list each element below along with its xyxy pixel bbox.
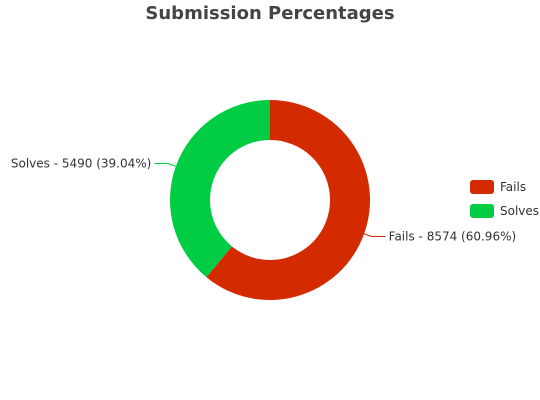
legend-label-fails: Fails — [500, 180, 526, 194]
legend-swatch-fails — [470, 180, 494, 194]
slice-label-solves: Solves - 5490 (39.04%) — [11, 157, 151, 171]
slice-solves[interactable] — [170, 100, 270, 278]
legend-swatch-solves — [470, 204, 494, 218]
slice-labels: Fails - 8574 (60.96%) Solves - 5490 (39.0… — [11, 157, 516, 244]
leader-line-solves — [154, 163, 177, 167]
legend[interactable]: Fails Solves — [470, 180, 539, 218]
legend-item-solves[interactable]: Solves — [470, 204, 539, 218]
chart-title: Submission Percentages — [145, 3, 394, 24]
slice-label-fails: Fails - 8574 (60.96%) — [389, 229, 517, 243]
slice-fails[interactable] — [206, 100, 370, 300]
leader-line-fails — [363, 233, 386, 237]
legend-label-solves: Solves — [500, 204, 539, 218]
donut-slices — [170, 100, 370, 300]
legend-item-fails[interactable]: Fails — [470, 180, 526, 194]
